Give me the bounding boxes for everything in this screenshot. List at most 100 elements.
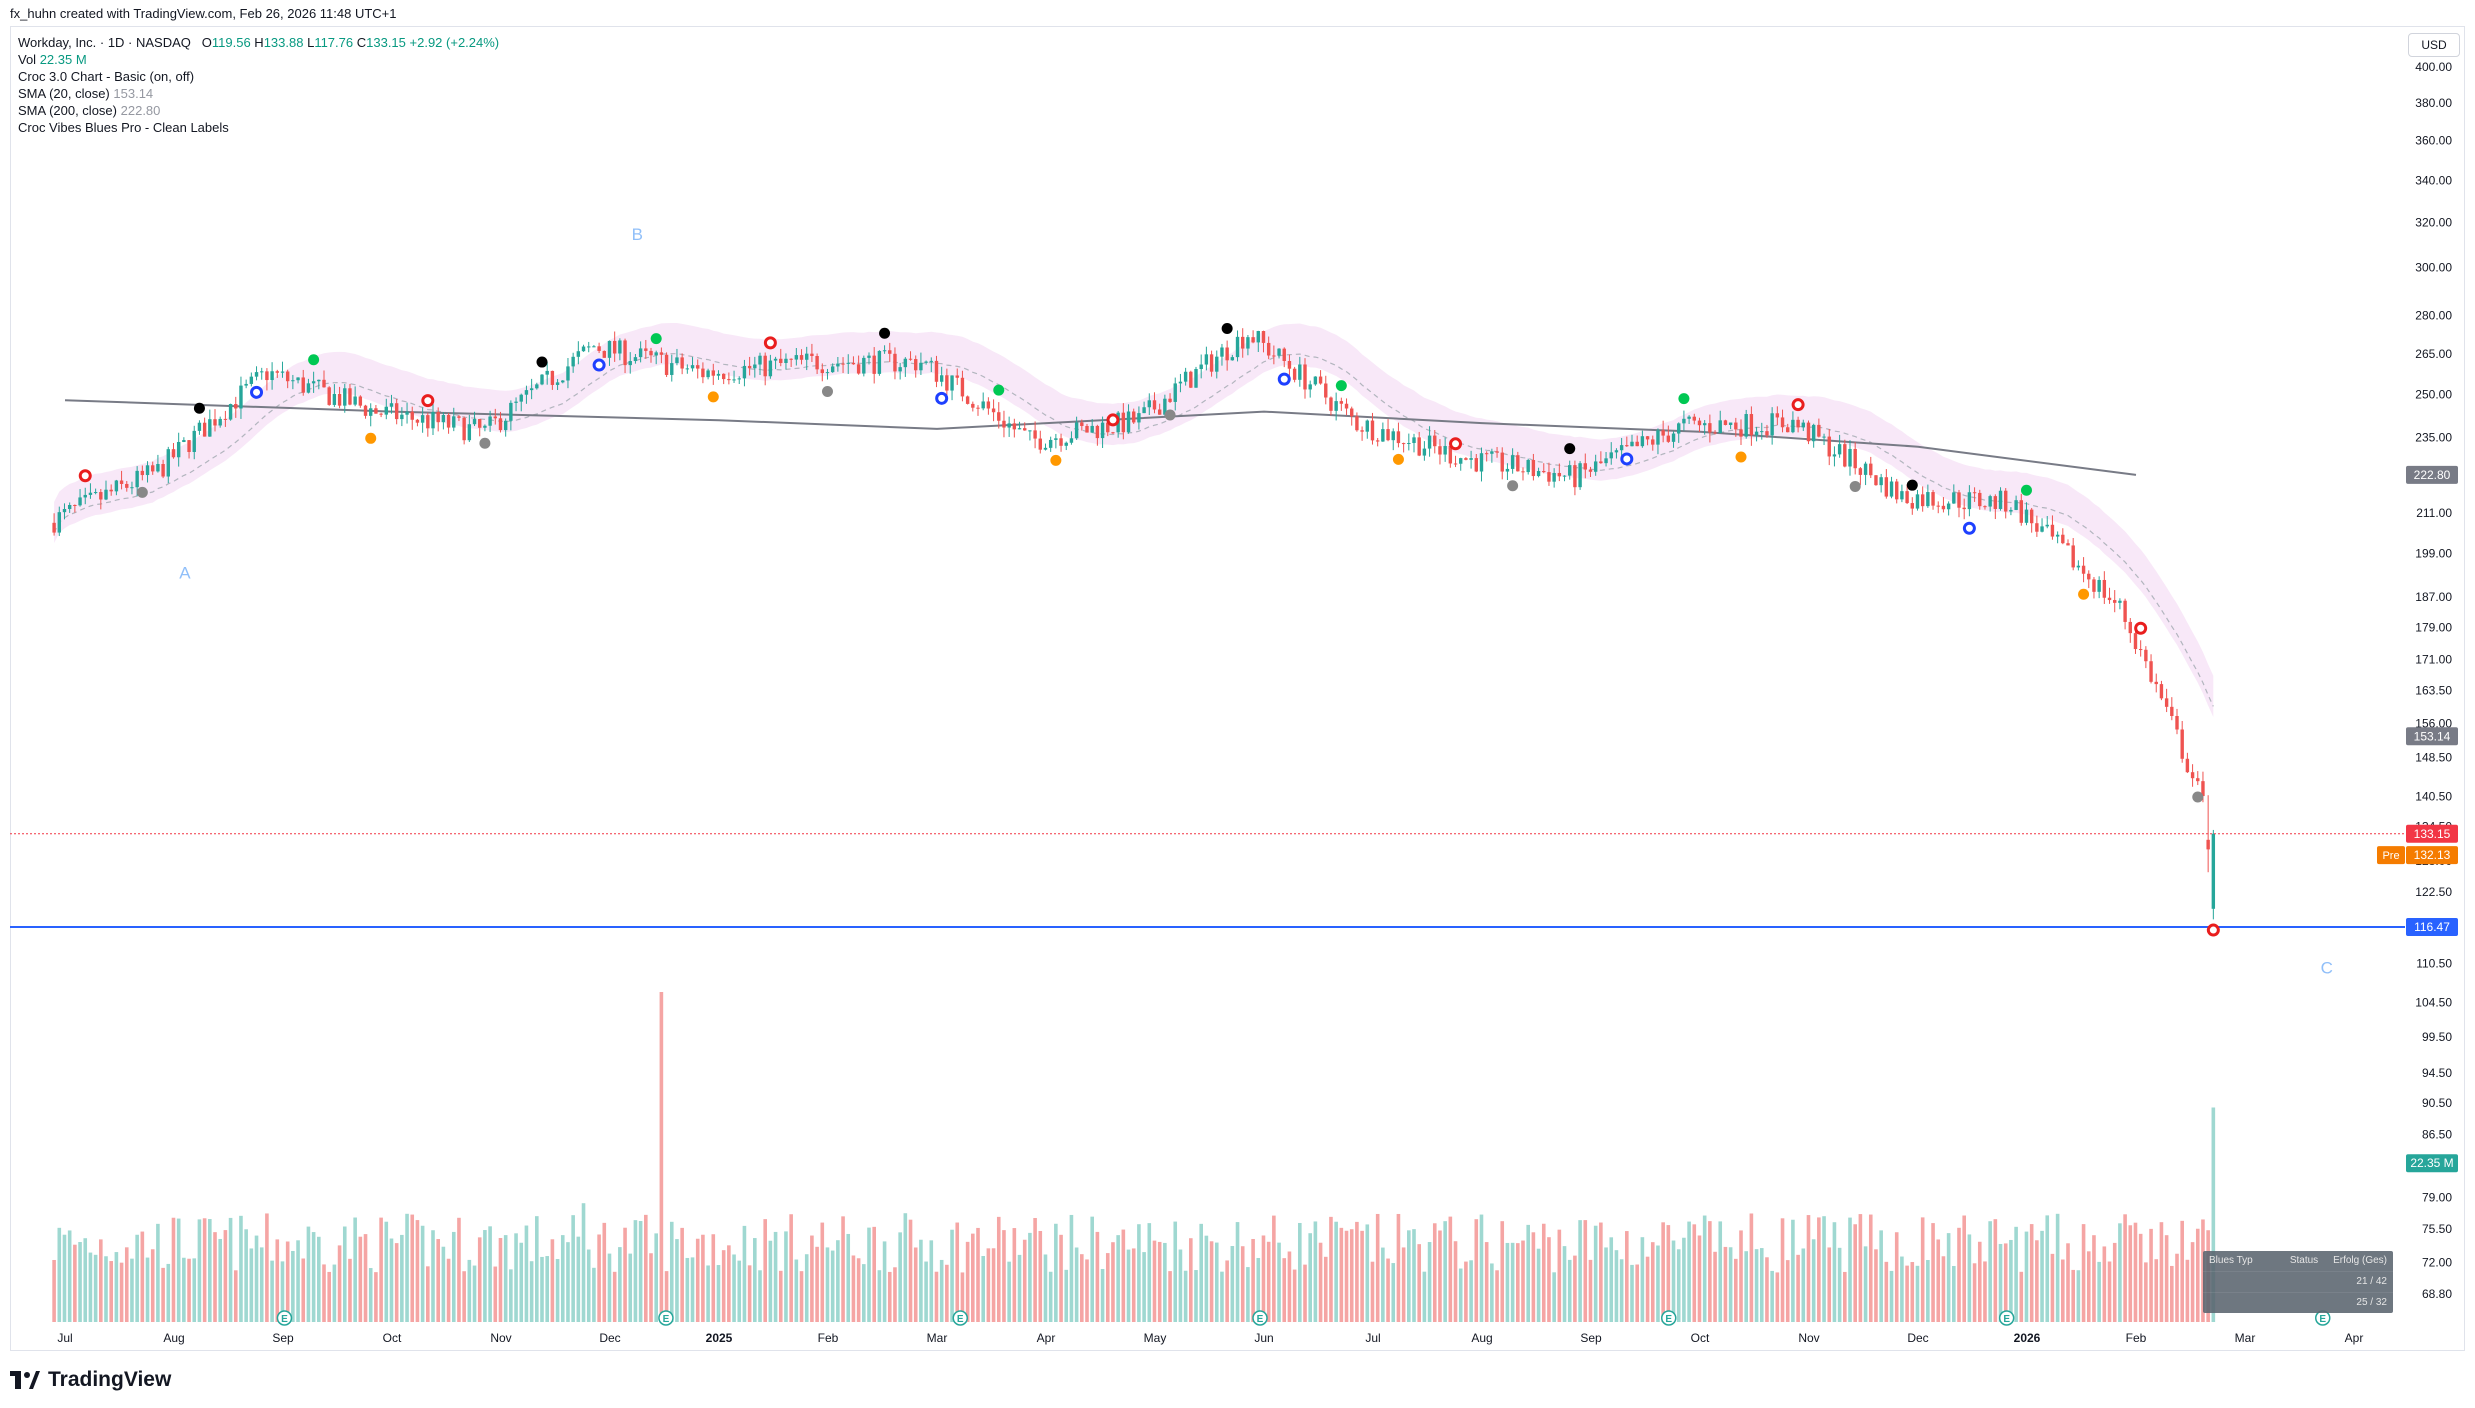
signal-dot-icon [821,386,833,398]
volume-bar [1936,1239,1941,1322]
volume-bar [218,1238,222,1322]
volume-bar [1484,1242,1489,1322]
volume-bar [1650,1242,1655,1322]
candle-body [1391,431,1395,441]
volume-bar [301,1258,306,1322]
candle-body [1080,422,1084,426]
candle-body [1884,477,1889,497]
volume-bar [368,1268,373,1322]
candle-body [659,352,664,355]
candle-body [1287,360,1292,369]
volume-bar [1941,1256,1946,1322]
candle-body [1308,384,1312,390]
volume-bar [1396,1213,1401,1322]
legend-vol-value: 22.35 M [39,52,87,67]
volume-bar [1988,1221,1992,1322]
legend-sma20-row[interactable]: SMA (20, close) 153.14 [18,85,499,102]
candle-body [1490,451,1494,454]
candle-body [960,377,965,397]
tradingview-logo[interactable]: TradingView [10,1368,171,1392]
candle-body [104,489,108,500]
legend-indicator-blues[interactable]: Croc Vibes Blues Pro - Clean Labels [18,120,229,135]
legend-o-label: O [201,35,212,50]
candle-body [540,374,544,385]
currency-button[interactable]: USD [2408,33,2460,57]
volume-bar [291,1250,295,1322]
candle-body [2180,729,2184,759]
volume-bar [628,1253,633,1322]
stats-result: 21 / 42 [2356,1276,2387,1287]
earnings-icon-label: E [663,1314,670,1325]
volume-bar [1567,1259,1572,1322]
y-tick-label: 90.50 [2422,1096,2452,1110]
legend-volume-row[interactable]: Vol 22.35 M [18,51,499,68]
candle-body [888,350,892,354]
volume-bar [1329,1216,1333,1322]
legend-sma200-row[interactable]: SMA (200, close) 222.80 [18,102,499,119]
volume-bar [2014,1226,2018,1322]
volume-bar [1573,1255,1577,1322]
volume-bar [2035,1240,2039,1322]
legend-close: 133.15 [366,35,406,50]
candle-body [2071,545,2075,568]
y-tick-label: 110.50 [2416,957,2452,971]
candle-body [825,372,830,374]
candle-body [2206,839,2210,850]
volume-bar [202,1218,207,1322]
signal-dot-icon [1678,393,1690,405]
candle-body [197,422,202,431]
volume-bar [451,1231,456,1322]
candle-body [1568,465,1572,476]
chart-legend: Workday, Inc. · 1D · NASDAQ O119.56 H133… [18,34,499,136]
volume-bar [2061,1259,2065,1322]
candle-body [727,379,731,381]
x-tick-label: May [1144,1331,1167,1345]
candle-body [939,375,944,382]
candle-body [1381,429,1385,442]
volume-bar [633,1220,638,1322]
candle-body [654,352,658,356]
volume-bar [830,1250,835,1322]
candle-body [2061,534,2065,544]
volume-bar [1915,1265,1920,1322]
y-tick-label: 280.00 [2415,309,2452,323]
volume-bar [1521,1240,1525,1322]
candle-body [1666,435,1671,442]
candle-body [1355,416,1359,431]
volume-bar [1464,1261,1468,1322]
candle-body [353,396,357,405]
svg-text:132.13: 132.13 [2414,848,2451,862]
candle-body [114,480,119,492]
volume-bar [67,1230,72,1322]
candle-body [1298,364,1302,380]
candle-body [1645,436,1650,440]
volume-bar [415,1220,420,1322]
volume-bar [249,1248,254,1322]
volume-bar [851,1255,856,1322]
signal-dot-icon [707,391,719,403]
candle-body [363,405,368,416]
candle-body [810,353,814,357]
legend-indicator-croc[interactable]: Croc 3.0 Chart - Basic (on, off) [18,69,195,84]
candle-body [1365,420,1369,432]
candle-body [2190,772,2195,779]
volume-bar [1495,1270,1499,1322]
legend-symbol[interactable]: Workday, Inc. · 1D · NASDAQ [18,35,191,50]
candle-body [2164,698,2169,707]
volume-bar [721,1250,726,1322]
volume-bar [1443,1221,1447,1322]
candle-body [612,340,617,354]
legend-sma20-value: 153.14 [113,86,154,101]
candle-body [820,369,824,374]
signal-dot-icon [1392,453,1404,465]
volume-bar [867,1227,871,1322]
volume-bar [1126,1249,1131,1322]
candle-body [2149,661,2153,682]
candle-body [1225,347,1229,361]
candle-body [1152,400,1157,410]
candle-body [1692,416,1696,421]
earnings-icon-label: E [281,1314,288,1325]
candle-body [1905,491,1909,504]
volume-bar [1593,1225,1598,1322]
